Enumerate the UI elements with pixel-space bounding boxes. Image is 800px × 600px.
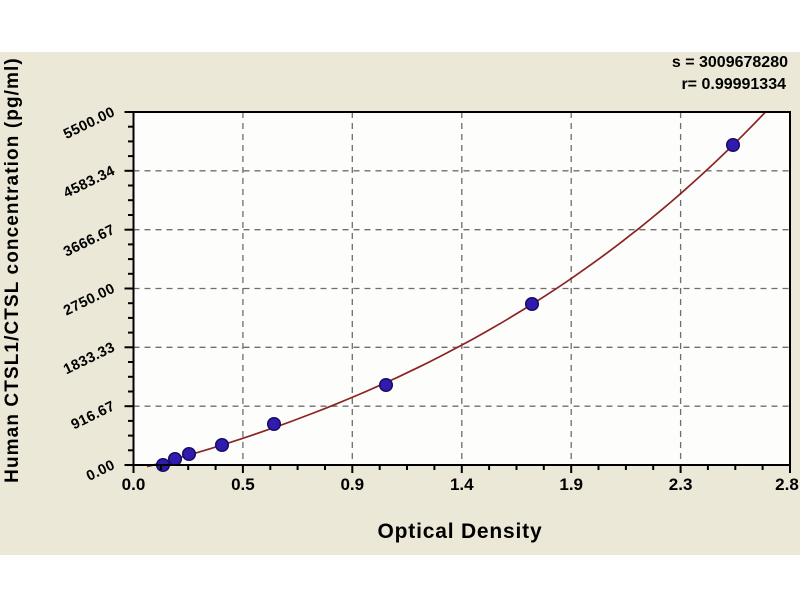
svg-text:0.9: 0.9 [340, 475, 364, 494]
svg-text:Human CTSL1/CTSL concentration: Human CTSL1/CTSL concentration (pg/ml) [2, 57, 23, 483]
svg-text:r= 0.99991334: r= 0.99991334 [681, 76, 786, 93]
svg-text:0.5: 0.5 [231, 475, 255, 494]
svg-text:2.8: 2.8 [775, 475, 799, 494]
svg-text:Optical Density: Optical Density [378, 520, 543, 543]
svg-text:0.0: 0.0 [122, 475, 146, 494]
svg-text:1.4: 1.4 [450, 475, 474, 494]
svg-text:s = 3009678280: s = 3009678280 [672, 54, 788, 71]
svg-text:2.3: 2.3 [669, 475, 693, 494]
svg-text:1.9: 1.9 [559, 475, 583, 494]
